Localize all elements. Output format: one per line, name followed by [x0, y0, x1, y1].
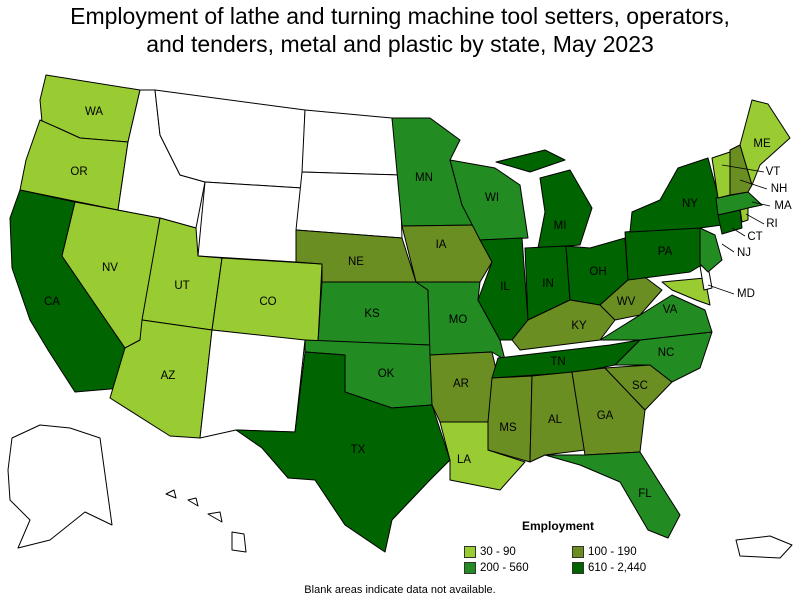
label-nj: NJ	[737, 247, 751, 259]
label-ar: AR	[453, 378, 469, 390]
legend-swatch-1	[464, 546, 476, 558]
label-mo: MO	[449, 314, 468, 326]
state-sd[interactable]	[295, 171, 403, 239]
label-va: VA	[663, 304, 678, 316]
label-oh: OH	[589, 266, 606, 278]
label-ms: MS	[499, 422, 517, 434]
state-ia[interactable]	[401, 224, 493, 283]
label-co: CO	[259, 296, 276, 308]
state-mi[interactable]	[495, 149, 593, 249]
label-al: AL	[548, 414, 563, 426]
label-leader-lines	[707, 164, 771, 295]
label-la: LA	[457, 454, 471, 466]
legend-item-3: 200 - 560	[464, 562, 529, 574]
label-ks: KS	[364, 308, 380, 320]
label-ga: GA	[597, 410, 614, 422]
label-ca: CA	[44, 296, 60, 308]
footnote: Blank areas indicate data not available.	[304, 584, 496, 596]
legend-swatch-3	[464, 562, 476, 574]
state-ms[interactable]	[487, 375, 533, 463]
label-ri: RI	[766, 218, 778, 230]
label-or: OR	[70, 166, 87, 178]
label-vt: VT	[766, 166, 781, 178]
state-nd[interactable]	[301, 109, 401, 176]
title-line-1: Employment of lathe and turning machine …	[70, 3, 730, 29]
legend-item-1: 30 - 90	[464, 546, 516, 558]
label-ut: UT	[174, 280, 189, 292]
title-line-2: and tenders, metal and plastic by state,…	[146, 31, 654, 57]
label-wa: WA	[85, 106, 103, 118]
state-md[interactable]	[661, 277, 711, 306]
state-nj[interactable]	[699, 227, 723, 273]
state-ak[interactable]	[7, 424, 113, 549]
state-nm[interactable]	[199, 329, 306, 439]
label-ky: KY	[571, 320, 587, 332]
state-me[interactable]	[739, 99, 791, 186]
label-wv: WV	[617, 296, 636, 308]
legend-label-2: 100 - 190	[588, 546, 637, 558]
legend-title: Employment	[522, 519, 595, 533]
state-fl[interactable]	[544, 451, 681, 539]
state-hi[interactable]	[165, 489, 247, 553]
label-il: IL	[500, 281, 510, 293]
label-ny: NY	[682, 198, 698, 210]
label-tn: TN	[550, 356, 565, 368]
state-wy[interactable]	[197, 181, 303, 263]
legend-item-2: 100 - 190	[572, 546, 637, 558]
label-in: IN	[542, 278, 554, 290]
state-wi[interactable]	[449, 159, 529, 241]
state-ga[interactable]	[571, 367, 646, 456]
label-az: AZ	[161, 370, 176, 382]
legend-item-4: 610 - 2,440	[572, 562, 646, 574]
state-ny[interactable]	[629, 157, 723, 233]
label-ia: IA	[436, 239, 447, 251]
label-wi: WI	[485, 192, 499, 204]
legend-label-4: 610 - 2,440	[588, 562, 647, 574]
legend-label-3: 200 - 560	[480, 562, 529, 574]
label-me: ME	[753, 138, 771, 150]
label-md: MD	[737, 288, 755, 300]
legend-label-1: 30 - 90	[480, 546, 516, 558]
label-nh: NH	[771, 183, 788, 195]
label-nc: NC	[658, 347, 675, 359]
map-title: Employment of lathe and turning machine …	[0, 2, 800, 58]
label-ok: OK	[378, 368, 395, 380]
state-pr[interactable]	[735, 535, 793, 559]
state-il[interactable]	[477, 237, 529, 341]
state-tx[interactable]	[235, 351, 451, 553]
label-mi: MI	[554, 220, 567, 232]
state-al[interactable]	[529, 371, 586, 463]
label-pa: PA	[658, 246, 673, 258]
label-fl: FL	[638, 488, 652, 500]
label-tx: TX	[351, 444, 366, 456]
legend-swatch-2	[572, 546, 584, 558]
label-ma: MA	[774, 200, 792, 212]
legend-swatch-4	[572, 562, 584, 574]
label-ct: CT	[747, 231, 762, 243]
label-mn: MN	[415, 172, 433, 184]
label-sc: SC	[632, 380, 648, 392]
label-nv: NV	[102, 262, 118, 274]
label-ne: NE	[348, 256, 364, 268]
